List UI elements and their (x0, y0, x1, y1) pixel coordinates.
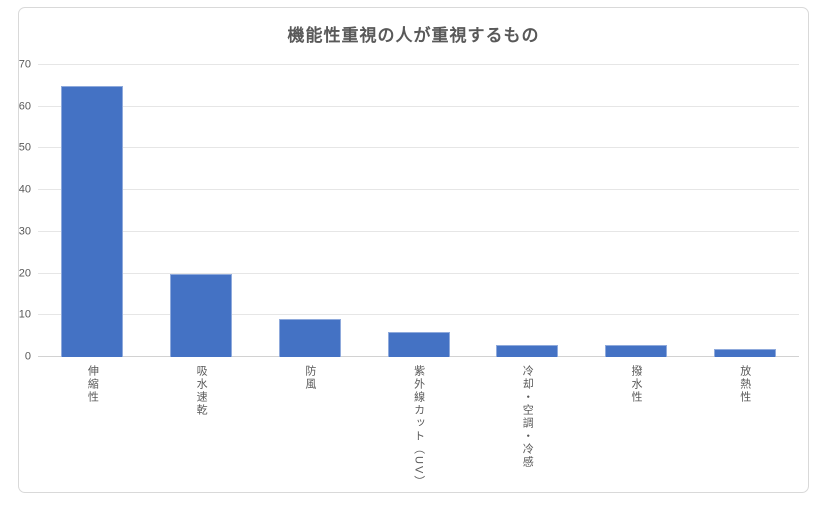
bar[interactable] (278, 319, 341, 357)
plot-area: 0 10 20 30 40 50 60 70 (19, 59, 799, 362)
x-label-slot: 撥水性 (582, 365, 691, 404)
bar[interactable] (496, 344, 559, 357)
bar[interactable] (713, 348, 776, 357)
bar-slot (364, 65, 473, 357)
gridline (38, 314, 799, 316)
y-axis-tick-label: 40 (18, 183, 31, 196)
bar[interactable] (387, 331, 450, 357)
x-axis-category-label: 放熱性 (738, 365, 751, 404)
x-axis-category-label: 防風 (303, 365, 316, 391)
bar[interactable] (170, 273, 233, 357)
gridline (38, 147, 799, 149)
x-axis-labels: 伸縮性 吸水速乾 防風 紫外線カット（UV） 冷却・空調・冷感 撥水性 放熱性 (38, 365, 799, 488)
chart-frame: 機能性重視の人が重視するもの 0 10 20 30 40 50 60 70 伸縮… (18, 7, 809, 493)
bar-slot (473, 65, 582, 357)
y-axis-tick-label: 20 (18, 267, 31, 280)
gridline (38, 189, 799, 191)
x-label-slot: 吸水速乾 (147, 365, 256, 417)
y-axis-tick-label: 30 (18, 225, 31, 238)
x-label-slot: 紫外線カット（UV） (364, 365, 473, 488)
bar[interactable] (61, 85, 124, 357)
y-axis-tick-label: 50 (18, 141, 31, 154)
x-label-slot: 防風 (255, 365, 364, 391)
gridline (38, 230, 799, 232)
y-axis-tick-label: 0 (24, 350, 31, 363)
x-label-slot: 冷却・空調・冷感 (473, 365, 582, 469)
x-label-slot: 放熱性 (690, 365, 799, 404)
y-axis-tick-label: 60 (18, 100, 31, 113)
x-label-slot: 伸縮性 (38, 365, 147, 404)
bar-slot (582, 65, 691, 357)
y-axis-tick-label: 70 (18, 58, 31, 71)
bar-slot (690, 65, 799, 357)
x-axis-category-label: 吸水速乾 (195, 365, 208, 417)
gridline (38, 105, 799, 107)
bar-slot (255, 65, 364, 357)
x-axis-category-label: 撥水性 (630, 365, 642, 404)
bars-container (38, 65, 799, 357)
bar-slot (38, 65, 147, 357)
bar-slot (147, 65, 256, 357)
x-axis-category-label: 紫外線カット（UV） (412, 365, 425, 489)
chart-title: 機能性重視の人が重視するもの (287, 26, 540, 45)
x-axis-category-label: 冷却・空調・冷感 (521, 365, 534, 469)
x-axis-category-label: 伸縮性 (86, 365, 99, 404)
y-axis-tick-label: 10 (18, 308, 31, 321)
gridline (38, 272, 799, 274)
gridline (38, 64, 799, 65)
bar[interactable] (604, 344, 667, 357)
